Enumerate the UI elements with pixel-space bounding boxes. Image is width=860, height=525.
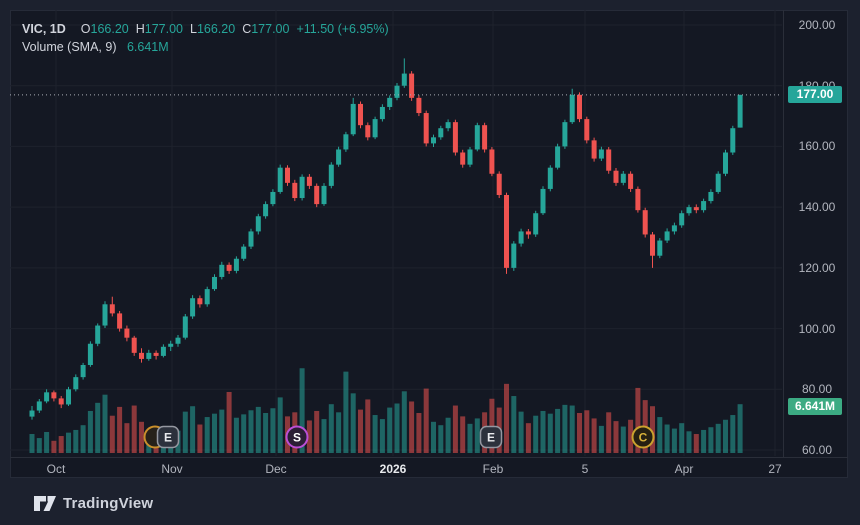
time-axis-separator xyxy=(10,457,848,458)
ohlc-key: H xyxy=(135,22,145,36)
ohlc-value: 177.00 xyxy=(251,22,290,36)
tradingview-branding[interactable]: TradingView xyxy=(34,495,153,512)
ohlc-value: 166.20 xyxy=(196,22,236,36)
legend-row-volume: Volume (SMA, 9) 6.641M xyxy=(22,38,389,56)
price-tick-label: 100.00 xyxy=(798,321,836,336)
ohlc-key: C xyxy=(242,22,252,36)
volume-value-badge: 6.641M xyxy=(788,398,842,415)
volume-indicator-value: 6.641M xyxy=(126,40,169,54)
volume-indicator-label[interactable]: Volume (SMA, 9) xyxy=(22,40,117,54)
tradingview-logo-icon xyxy=(34,495,56,511)
time-tick-label: 2026 xyxy=(379,462,407,476)
ohlc-value: 177.00 xyxy=(144,22,183,36)
price-tick-label: 80.00 xyxy=(801,382,833,397)
price-tick-label: 160.00 xyxy=(798,139,836,154)
tradingview-logo-text: TradingView xyxy=(63,495,154,512)
time-tick-label: Nov xyxy=(161,462,183,476)
time-tick-label: Oct xyxy=(46,462,66,476)
time-tick-label: Apr xyxy=(674,462,694,476)
price-tick-label: 60.00 xyxy=(801,442,833,457)
time-tick-label: 27 xyxy=(768,462,782,476)
price-tick-label: 120.00 xyxy=(798,260,836,275)
change-value: +11.50 (+6.95%) xyxy=(296,22,389,36)
price-tick-label: 140.00 xyxy=(798,200,836,215)
ohlc-key: L xyxy=(190,22,197,36)
legend-row-ohlc: VIC, 1D O166.20 H177.00 L166.20 C177.00 +11.5… xyxy=(22,20,389,38)
chart-pane[interactable] xyxy=(10,10,848,478)
price-axis-separator xyxy=(783,10,784,458)
price-tick-label: 200.00 xyxy=(798,18,836,32)
time-tick-label: 5 xyxy=(581,462,589,476)
time-tick-label: Dec xyxy=(265,462,287,476)
time-tick-label: Feb xyxy=(482,462,504,476)
symbol-title[interactable]: VIC, 1D xyxy=(22,22,66,36)
last-price-badge: 177.00 xyxy=(788,86,842,104)
ohlc-key: O xyxy=(80,22,91,36)
ohlc-value: 166.20 xyxy=(90,22,129,36)
symbol-legend: VIC, 1D O166.20 H177.00 L166.20 C177.00 +11.5… xyxy=(22,20,389,56)
